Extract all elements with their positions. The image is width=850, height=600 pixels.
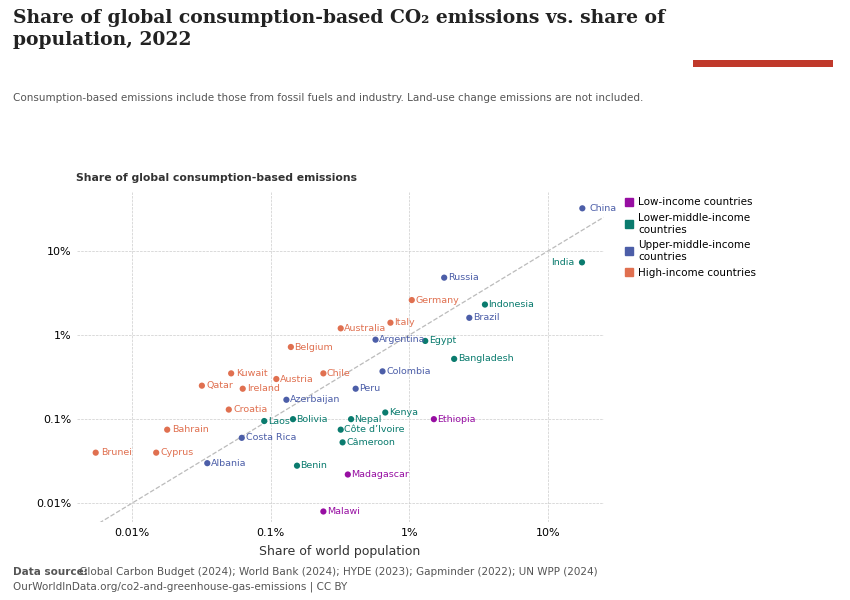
Text: India: India	[551, 258, 575, 267]
Point	[161, 425, 174, 434]
Text: Ethiopia: Ethiopia	[437, 415, 475, 424]
Text: Costa Rica: Costa Rica	[246, 433, 296, 442]
Point	[418, 336, 432, 346]
Text: Belgium: Belgium	[294, 343, 333, 352]
Text: Chile: Chile	[327, 369, 351, 378]
Text: Ireland: Ireland	[246, 384, 280, 393]
Point	[334, 323, 348, 333]
Text: Kenya: Kenya	[388, 408, 418, 417]
Text: Cyprus: Cyprus	[161, 448, 194, 457]
Point	[236, 384, 250, 394]
Text: Egypt: Egypt	[428, 337, 456, 346]
Text: Laos: Laos	[269, 416, 290, 425]
Text: Bahrain: Bahrain	[172, 425, 208, 434]
Point	[479, 300, 492, 310]
Point	[383, 318, 397, 328]
Text: Share of global consumption-based CO₂ emissions vs. share of
population, 2022: Share of global consumption-based CO₂ em…	[13, 9, 665, 49]
Point	[222, 405, 235, 415]
Text: Russia: Russia	[448, 273, 479, 282]
Text: China: China	[589, 204, 616, 213]
Text: Malawi: Malawi	[327, 507, 360, 516]
Text: Brunei: Brunei	[101, 448, 133, 457]
Text: Italy: Italy	[394, 318, 415, 327]
Point	[89, 448, 103, 457]
Text: Nepal: Nepal	[354, 415, 382, 424]
Point	[286, 415, 300, 424]
Bar	[693, 61, 833, 67]
Point	[280, 395, 293, 404]
Point	[269, 374, 283, 384]
Legend: Low-income countries, Lower-middle-income
countries, Upper-middle-income
countri: Low-income countries, Lower-middle-incom…	[625, 197, 756, 278]
Text: Germany: Germany	[416, 296, 459, 305]
Text: Indonesia: Indonesia	[489, 300, 535, 309]
Text: Data source:: Data source:	[13, 567, 88, 577]
Text: Brazil: Brazil	[473, 313, 499, 322]
Point	[201, 458, 214, 468]
Text: Bolivia: Bolivia	[297, 415, 328, 424]
Point	[336, 437, 349, 447]
Text: Austria: Austria	[280, 374, 314, 383]
Point	[334, 425, 348, 434]
Text: Peru: Peru	[360, 384, 381, 393]
Point	[235, 433, 248, 443]
Text: Benin: Benin	[301, 461, 327, 470]
Point	[258, 416, 271, 426]
Text: Australia: Australia	[344, 324, 387, 333]
Text: OurWorldInData.org/co2-and-greenhouse-gas-emissions | CC BY: OurWorldInData.org/co2-and-greenhouse-ga…	[13, 582, 347, 593]
Text: Azerbaijan: Azerbaijan	[290, 395, 340, 404]
Point	[290, 461, 303, 470]
Point	[196, 381, 209, 391]
Point	[348, 384, 362, 394]
Text: Share of global consumption-based emissions: Share of global consumption-based emissi…	[76, 173, 358, 183]
Text: Global Carbon Budget (2024); World Bank (2024); HYDE (2023); Gapminder (2022); U: Global Carbon Budget (2024); World Bank …	[76, 567, 598, 577]
X-axis label: Share of world population: Share of world population	[259, 545, 421, 557]
Point	[438, 273, 451, 283]
Point	[575, 257, 589, 267]
Point	[427, 415, 440, 424]
Text: Qatar: Qatar	[207, 381, 234, 390]
Point	[369, 335, 382, 344]
Text: Madagascar: Madagascar	[351, 470, 409, 479]
Text: in Data: in Data	[740, 42, 785, 52]
Text: Our World: Our World	[731, 23, 795, 34]
Point	[284, 342, 298, 352]
Point	[224, 368, 238, 378]
Point	[316, 506, 330, 516]
Text: Croatia: Croatia	[234, 405, 268, 414]
Text: Colombia: Colombia	[386, 367, 430, 376]
Text: Kuwait: Kuwait	[235, 369, 268, 378]
Text: Argentina: Argentina	[379, 335, 426, 344]
Point	[462, 313, 476, 323]
Point	[405, 295, 418, 305]
Point	[378, 407, 392, 417]
Text: Consumption-based emissions include those from fossil fuels and industry. Land-u: Consumption-based emissions include thos…	[13, 93, 643, 103]
Point	[575, 203, 589, 213]
Point	[344, 415, 358, 424]
Text: Albania: Albania	[212, 458, 246, 467]
Point	[341, 470, 354, 479]
Text: Côte d’Ivoire: Côte d’Ivoire	[344, 425, 405, 434]
Point	[376, 367, 389, 376]
Point	[316, 368, 330, 378]
Point	[447, 354, 461, 364]
Text: Câmeroon: Câmeroon	[346, 438, 395, 447]
Text: Bangladesh: Bangladesh	[457, 355, 513, 364]
Point	[150, 448, 163, 457]
